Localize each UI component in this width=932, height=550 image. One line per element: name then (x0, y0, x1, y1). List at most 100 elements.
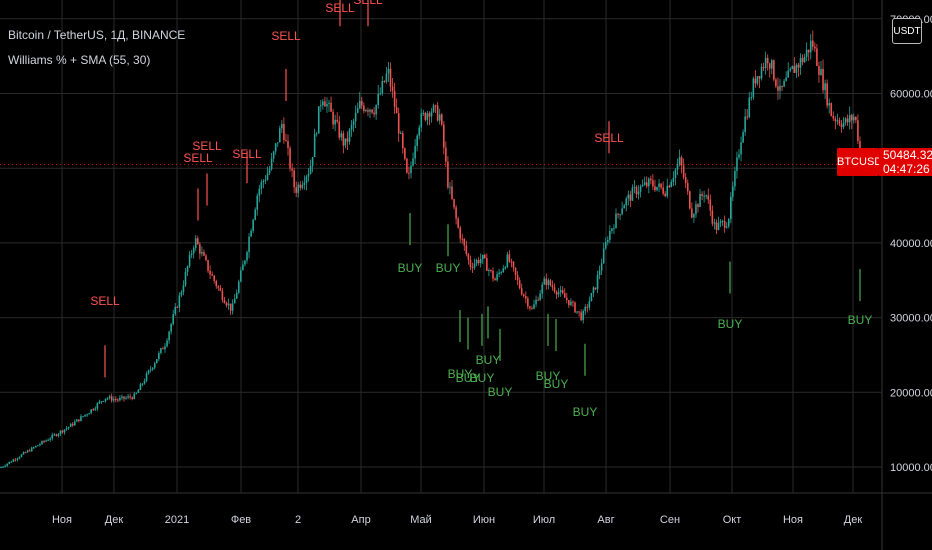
candle-body (51, 434, 54, 439)
candle-body (160, 348, 162, 353)
candle-body (742, 132, 744, 143)
candle-body (12, 459, 15, 462)
candle-body (541, 284, 543, 294)
candle-body (320, 105, 322, 107)
candle-body (633, 186, 636, 188)
candle-body (127, 396, 129, 398)
candle-body (572, 301, 574, 303)
candle-body (549, 280, 552, 286)
candle-body (490, 270, 492, 272)
candle-body (90, 409, 92, 414)
candle-body (477, 259, 480, 264)
candle-body (201, 252, 203, 254)
candle-body (61, 430, 64, 433)
candle-body (553, 287, 556, 292)
candle-body (512, 261, 515, 268)
candle-body (55, 434, 58, 436)
candle-body (453, 198, 455, 208)
candle-body (371, 109, 373, 113)
candle-body (522, 294, 525, 297)
candle-body (135, 392, 138, 394)
candle-body (576, 311, 578, 313)
candle-body (686, 183, 689, 192)
candle-body (791, 66, 794, 69)
candle-body (387, 68, 390, 74)
candle-body (309, 166, 312, 174)
x-tick-label: Фев (231, 514, 251, 526)
candle-body (137, 390, 140, 393)
candle-body (531, 308, 533, 310)
candle-body (248, 236, 250, 253)
candle-body (104, 398, 107, 401)
candle-body (637, 191, 640, 195)
candle-body (258, 188, 261, 196)
candle-body (287, 141, 289, 149)
candle-body (10, 461, 13, 463)
candle-body (529, 306, 531, 309)
candle-body (338, 121, 341, 138)
candle-body (557, 292, 560, 295)
candle-body (594, 287, 597, 290)
candle-body (547, 280, 550, 285)
candle-body (35, 445, 37, 448)
candle-body (445, 147, 447, 162)
candle-body (830, 103, 833, 116)
candle-body (561, 290, 564, 294)
candle-body (838, 120, 841, 125)
candle-body (301, 184, 304, 188)
candle-body (668, 185, 671, 187)
candle-body (6, 463, 8, 466)
buy-label: BUY (488, 385, 513, 399)
candle-body (631, 187, 634, 201)
candle-body (102, 400, 105, 402)
currency-unit-button[interactable]: USDT (892, 18, 922, 44)
candle-body (619, 214, 621, 216)
candle-body (822, 68, 824, 91)
candle-body (508, 254, 511, 262)
candle-body (121, 396, 123, 398)
candle-body (414, 145, 416, 159)
candle-body (307, 173, 310, 177)
candle-body (317, 106, 320, 134)
candle-body (635, 186, 638, 195)
x-tick-label: Май (410, 514, 432, 526)
candle-body (238, 281, 240, 293)
candle-body (744, 116, 746, 133)
candle-body (180, 291, 183, 296)
candle-body (436, 105, 439, 121)
candle-body (484, 254, 486, 259)
candle-body (344, 138, 347, 146)
candle-body (131, 397, 133, 399)
candle-body (473, 263, 476, 268)
candle-body (330, 102, 332, 112)
candle-body (602, 248, 605, 264)
candle-body (379, 93, 382, 95)
candle-body (457, 218, 459, 228)
candle-body (110, 396, 113, 401)
candle-body (352, 121, 355, 125)
candle-body (100, 401, 103, 403)
indicator-legend[interactable]: Williams % + SMA (55, 30) (8, 53, 151, 67)
candle-body (410, 165, 412, 174)
candle-body (334, 119, 336, 125)
candle-body (738, 154, 740, 158)
candle-body (354, 112, 357, 122)
candle-body (98, 401, 101, 404)
candle-body (664, 193, 666, 197)
candle-body (57, 433, 60, 436)
x-tick-label: 2021 (165, 514, 189, 526)
candle-body (516, 275, 519, 281)
candle-body (514, 267, 517, 276)
candle-body (53, 434, 56, 436)
candle-body (197, 238, 199, 245)
candle-body (828, 103, 830, 106)
candle-body (805, 49, 808, 57)
candle-body (391, 86, 394, 91)
candle-body (859, 141, 861, 151)
candle-body (580, 312, 582, 321)
candle-body (399, 133, 402, 135)
candle-body (590, 292, 593, 302)
candle-body (2, 466, 4, 468)
chart-title: Bitcoin / TetherUS, 1Д, BINANCE (8, 28, 186, 42)
